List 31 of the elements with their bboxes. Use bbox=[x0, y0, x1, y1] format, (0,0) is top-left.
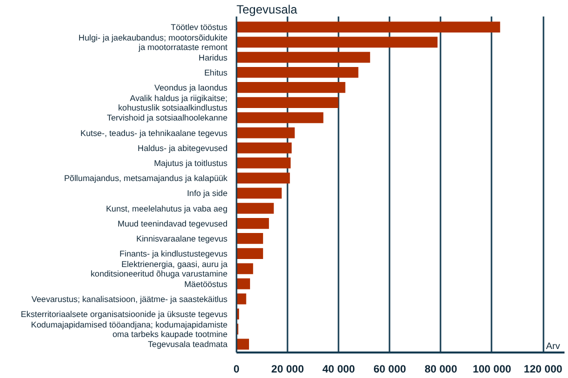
y-tick-label: Ehitus bbox=[204, 67, 228, 78]
y-tick-label: Info ja side bbox=[186, 188, 228, 198]
y-tick-label: Haldus- ja abitegevused bbox=[138, 142, 228, 153]
x-tick-label: 40 000 bbox=[322, 364, 356, 376]
x-axis-title: Arv bbox=[546, 340, 560, 351]
y-tick-label: Kutse-, teadus- ja tehnikaalane tegevus bbox=[80, 128, 228, 138]
y-tick-label: Finants- ja kindlustustegevus bbox=[120, 248, 228, 259]
y-tick-label: Kunst, meelelahutus ja vaba aeg bbox=[106, 203, 228, 214]
chart-title: Tegevusala bbox=[236, 2, 298, 16]
x-tick-label: 80 000 bbox=[424, 364, 458, 376]
y-tick-label: Veondus ja laondus bbox=[154, 82, 228, 92]
y-tick-label: Avalik haldus ja riigikaitse; kohustuslik sotsiaalkindlustus bbox=[118, 92, 228, 112]
y-tick-label: Tervishoid ja sotsiaalhoolekanne bbox=[106, 112, 228, 123]
y-tick-label: Töötlev tööstus bbox=[170, 22, 228, 32]
y-tick-label: Eksterritoriaalsete organisatsioonide ja üksuste tegevus bbox=[20, 308, 228, 319]
y-tick-label: Elektrienergia, gaasi, auru ja konditsioneeritud õhuga varustamine bbox=[90, 258, 228, 278]
y-tick-label: Haridus bbox=[198, 52, 228, 62]
y-tick-label: Majutus ja toitlustus bbox=[154, 158, 228, 168]
y-tick-label: Muud teenindavad tegevused bbox=[118, 218, 228, 228]
y-tick-label: Kinnisvaraalane tegevus bbox=[136, 233, 228, 244]
x-tick-label: 100 000 bbox=[472, 364, 512, 376]
y-tick-label: Hulgi- ja jaekaubandus; mootorsõidukite ja mootorrataste remont bbox=[78, 32, 228, 52]
x-tick-label: 20 000 bbox=[271, 364, 304, 376]
y-tick-label: Veevarustus; kanalisatsioon, jäätme- ja saastekäitlus bbox=[32, 294, 228, 304]
y-tick-label: Kodumajapidamised tööandjana; kodumajapidamiste oma tarbeks kaupade tootmine bbox=[31, 319, 228, 339]
y-tick-label: Põllumajandus, metsamajandus ja kalapüük bbox=[64, 173, 228, 184]
y-tick-label: Mäetööstus bbox=[184, 278, 228, 289]
x-tick-label: 0 bbox=[234, 364, 240, 376]
y-tick-label: Tegevusala teadmata bbox=[148, 339, 228, 350]
x-tick-label: 120 000 bbox=[524, 364, 562, 376]
x-tick-label: 60 000 bbox=[373, 364, 406, 376]
